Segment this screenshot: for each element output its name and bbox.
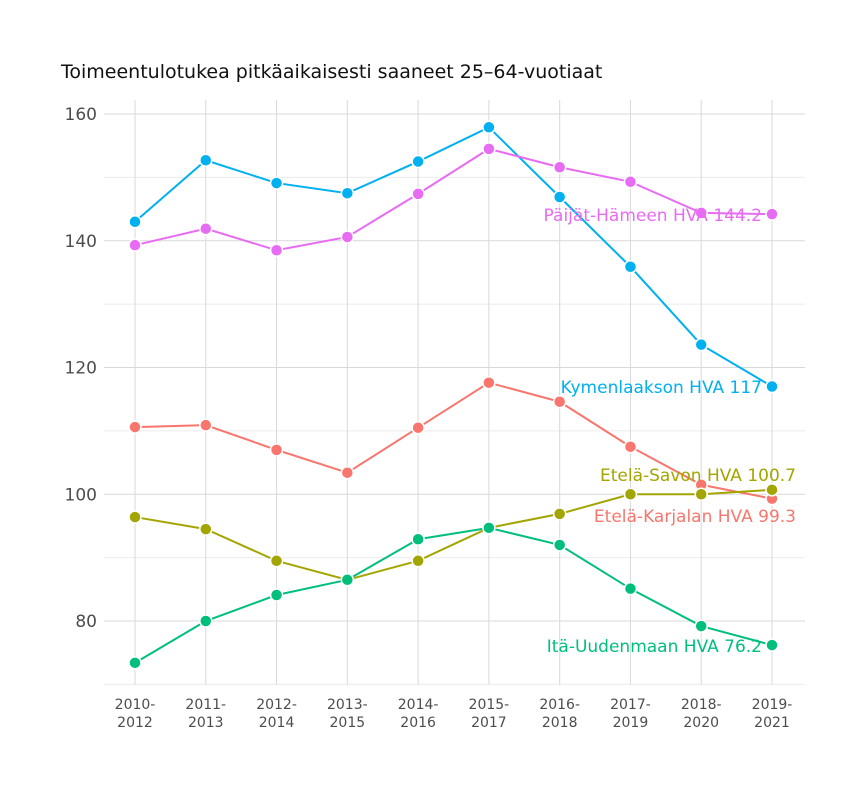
data-point — [199, 153, 213, 168]
x-tick-label: 2017- — [610, 697, 651, 713]
series-label: Etelä-Karjalan HVA 99.3 — [594, 507, 796, 527]
data-point — [199, 221, 213, 236]
data-point — [411, 187, 425, 201]
x-tick-label: 2015 — [330, 715, 366, 731]
data-point — [269, 243, 284, 258]
series-label: Kymenlaakson HVA 117 — [561, 378, 762, 398]
data-point — [482, 375, 496, 390]
direct-labels: Kymenlaakson HVA 117 Päijät-Hämeen HVA 14… — [544, 206, 796, 657]
chart-title: Toimeentulotukea pitkäaikaisesti saaneet… — [60, 61, 602, 83]
data-point — [128, 510, 142, 524]
x-tick-label: 2018- — [681, 697, 722, 713]
data-point — [765, 638, 779, 652]
x-tick-label: 2012- — [256, 697, 297, 713]
grid — [104, 100, 805, 685]
data-point — [623, 581, 638, 596]
y-tick-label: 80 — [75, 612, 97, 632]
x-tick-label: 2016- — [539, 697, 580, 713]
data-point — [340, 573, 355, 587]
data-point — [765, 483, 779, 497]
x-tick-label: 2017 — [471, 715, 507, 731]
data-point — [552, 394, 567, 409]
series-label: Päijät-Hämeen HVA 144.2 — [544, 206, 762, 226]
x-tick-label: 2019 — [613, 715, 649, 731]
data-point — [340, 465, 355, 480]
data-point — [128, 420, 142, 434]
x-tick-label: 2021 — [754, 715, 790, 731]
series-kymenlaakson-hva — [128, 120, 779, 394]
data-point — [199, 418, 213, 432]
x-tick-label: 2015- — [469, 697, 510, 713]
data-point — [694, 206, 708, 220]
x-tick-label: 2018 — [542, 715, 578, 731]
x-tick-label: 2011- — [185, 697, 226, 713]
x-tick-label: 2014- — [398, 697, 439, 713]
data-point — [199, 522, 213, 536]
data-point — [199, 614, 213, 628]
series-line — [134, 126, 773, 388]
x-tick-label: 2016 — [400, 715, 436, 731]
series-it-uudenmaan-hva — [128, 521, 779, 670]
data-point — [552, 160, 567, 174]
series-etel-karjalan-hva — [128, 375, 779, 506]
data-point — [411, 554, 425, 568]
data-point — [411, 420, 425, 435]
y-tick-label: 160 — [65, 105, 97, 125]
y-tick-label: 100 — [65, 485, 97, 505]
data-point — [411, 154, 425, 169]
data-point — [765, 207, 779, 221]
data-point — [552, 507, 567, 521]
series-line — [134, 488, 773, 581]
data-point — [552, 190, 567, 204]
data-point — [482, 142, 496, 156]
y-axis: 80 100 120 140 160 — [65, 105, 97, 632]
data-point — [623, 487, 638, 501]
data-point — [128, 214, 142, 229]
data-point — [269, 176, 284, 190]
data-point — [765, 379, 779, 394]
x-tick-label: 2020 — [683, 715, 719, 731]
data-point — [128, 656, 142, 670]
data-point — [623, 439, 638, 454]
series-line — [134, 526, 773, 664]
x-axis: 2010- 2012 2011- 2013 2012- 2014 2013- 2015 2014… — [115, 697, 793, 731]
series-line — [134, 381, 773, 500]
data-point — [269, 588, 284, 602]
data-point — [694, 619, 708, 633]
series-label: Itä-Uudenmaan HVA 76.2 — [547, 637, 762, 657]
x-tick-label: 2010- — [115, 697, 156, 713]
data-point — [411, 532, 425, 546]
data-point — [340, 230, 355, 244]
series-line — [134, 147, 773, 252]
data-point — [340, 186, 355, 200]
data-point — [623, 259, 638, 274]
data-point — [269, 443, 284, 457]
series-lines — [128, 120, 779, 670]
x-tick-label: 2012 — [117, 715, 153, 731]
data-point — [482, 521, 496, 535]
series-etel-savon-hva — [128, 483, 779, 587]
data-point — [623, 175, 638, 189]
y-tick-label: 140 — [65, 232, 97, 252]
x-tick-label: 2019- — [752, 697, 793, 713]
series-label: Etelä-Savon HVA 100.7 — [600, 466, 796, 486]
data-point — [128, 238, 142, 252]
data-point — [269, 554, 284, 568]
data-point — [694, 337, 708, 352]
data-point — [482, 120, 496, 135]
series-p-ij-t-h-meen-hva — [128, 142, 779, 258]
y-tick-label: 120 — [65, 359, 97, 379]
data-point — [694, 487, 708, 501]
data-point — [552, 538, 567, 552]
x-tick-label: 2013 — [188, 715, 224, 731]
x-tick-label: 2014 — [259, 715, 295, 731]
x-tick-label: 2013- — [327, 697, 368, 713]
